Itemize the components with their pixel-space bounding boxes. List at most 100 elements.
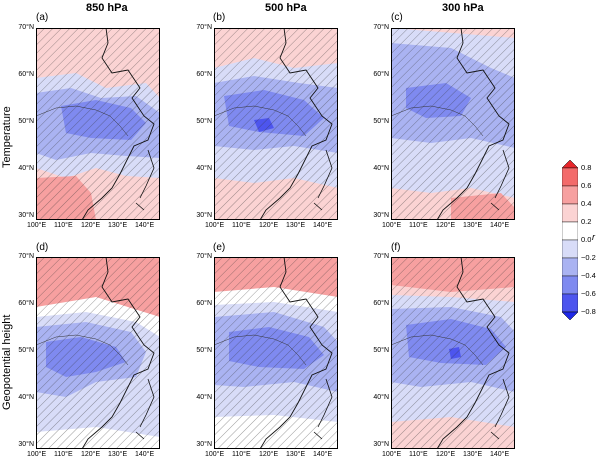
- colorbar-tick-label: −0.2: [581, 253, 596, 262]
- islands: [135, 378, 155, 440]
- map-panel-a: [36, 28, 160, 220]
- colorbar-tick-label: −0.8: [581, 307, 596, 316]
- lat-tick-label: 70°N: [196, 24, 212, 31]
- colorbar-tick-label: −0.6: [581, 289, 596, 298]
- lat-tick-label: 60°N: [373, 300, 389, 307]
- lon-tick-label: 130°E: [463, 222, 483, 229]
- lat-tick-label: 50°N: [373, 347, 389, 354]
- border-line: [391, 105, 484, 137]
- lat-tick-label: 40°N: [196, 394, 212, 401]
- colorbar-top-arrow: [562, 160, 578, 169]
- colorbar-tick-label: 0.6: [581, 181, 592, 190]
- lon-tick-label: 130°E: [108, 222, 128, 229]
- lon-tick-label: 120°E: [259, 222, 279, 229]
- lat-tick-label: 40°N: [373, 165, 389, 172]
- lat-tick-label: 50°N: [196, 118, 212, 125]
- colorbar-tick-label: 0.0: [581, 235, 592, 244]
- lat-tick-label: 30°N: [373, 441, 389, 448]
- lon-tick-label: 100°E: [382, 222, 402, 229]
- panel-label-d: (d): [36, 242, 49, 253]
- map-panel-b: [214, 28, 338, 220]
- lon-tick-label: 110°E: [232, 451, 251, 458]
- lat-tick-label: 30°N: [18, 212, 34, 219]
- lon-tick-label: 110°E: [54, 222, 73, 229]
- lon-tick-label: 140°E: [490, 222, 510, 229]
- lat-tick-label: 50°N: [18, 347, 34, 354]
- panel-label-a: (a): [36, 12, 49, 23]
- islands: [313, 378, 333, 440]
- lat-tick-label: 30°N: [373, 212, 389, 219]
- lat-tick-label: 70°N: [18, 253, 34, 260]
- lon-tick-label: 120°E: [81, 222, 101, 229]
- lat-tick-label: 40°N: [18, 394, 34, 401]
- coastline: [436, 257, 510, 449]
- lat-tick-label: 70°N: [196, 253, 212, 260]
- lon-tick-label: 100°E: [205, 222, 225, 229]
- lon-tick-label: 140°E: [313, 451, 333, 458]
- lon-tick-label: 100°E: [382, 451, 402, 458]
- colorbar-title: r: [592, 232, 595, 242]
- lat-tick-label: 60°N: [373, 71, 389, 78]
- coastline: [259, 257, 333, 449]
- map-frame: [391, 28, 515, 220]
- lon-tick-label: 100°E: [205, 451, 225, 458]
- lon-tick-label: 120°E: [436, 451, 456, 458]
- map-frame: [391, 257, 515, 449]
- colorbar-bin: [562, 167, 578, 187]
- lat-tick-label: 60°N: [196, 300, 212, 307]
- lat-tick-label: 50°N: [196, 347, 212, 354]
- lat-tick-label: 50°N: [18, 118, 34, 125]
- lon-tick-label: 140°E: [135, 222, 155, 229]
- lat-tick-label: 60°N: [18, 300, 34, 307]
- colorbar-bin: [562, 275, 578, 295]
- significance-hatching: [36, 28, 160, 220]
- panel-label-b: (b): [213, 12, 226, 23]
- border-line: [391, 334, 484, 366]
- significance-hatching: [214, 257, 338, 449]
- panel-label-e: (e): [213, 242, 226, 253]
- significance-hatching: [391, 28, 515, 220]
- lat-tick-label: 70°N: [373, 253, 389, 260]
- lon-tick-label: 120°E: [436, 222, 456, 229]
- map-frame: [214, 28, 338, 220]
- coastline: [81, 257, 155, 449]
- colorbar-bin: [562, 293, 578, 313]
- border-line: [36, 334, 129, 366]
- column-title-500: 500 hPa: [265, 2, 307, 14]
- lat-tick-label: 50°N: [373, 118, 389, 125]
- colorbar-bin: [562, 239, 578, 259]
- lon-tick-label: 100°E: [27, 451, 47, 458]
- lon-tick-label: 110°E: [232, 222, 251, 229]
- map-frame: [36, 257, 160, 449]
- lon-tick-label: 130°E: [463, 451, 483, 458]
- colorbar-bin: [562, 203, 578, 223]
- lat-tick-label: 70°N: [18, 24, 34, 31]
- column-title-300: 300 hPa: [442, 2, 484, 14]
- border-line: [214, 105, 307, 137]
- lat-tick-label: 30°N: [18, 441, 34, 448]
- map-panel-c: [391, 28, 515, 220]
- lon-tick-label: 110°E: [54, 451, 73, 458]
- coastline: [81, 28, 155, 220]
- colorbar-tick-label: 0.2: [581, 217, 592, 226]
- islands: [490, 149, 510, 211]
- map-frame: [214, 257, 338, 449]
- map-panel-d: [36, 257, 160, 449]
- lat-tick-label: 60°N: [196, 71, 212, 78]
- colorbar-tick-label: 0.8: [581, 163, 592, 172]
- colorbar-bin: [562, 221, 578, 241]
- lon-tick-label: 120°E: [81, 451, 101, 458]
- colorbar-bin: [562, 185, 578, 205]
- lon-tick-label: 130°E: [108, 451, 128, 458]
- lon-tick-label: 110°E: [409, 451, 428, 458]
- significance-hatching: [214, 28, 338, 220]
- lat-tick-label: 30°N: [196, 441, 212, 448]
- lon-tick-label: 130°E: [286, 451, 306, 458]
- lat-tick-label: 30°N: [196, 212, 212, 219]
- significance-hatching: [36, 257, 160, 449]
- lon-tick-label: 120°E: [259, 451, 279, 458]
- lon-tick-label: 100°E: [27, 222, 47, 229]
- lat-tick-label: 40°N: [196, 165, 212, 172]
- lat-tick-label: 40°N: [373, 394, 389, 401]
- lon-tick-label: 130°E: [286, 222, 306, 229]
